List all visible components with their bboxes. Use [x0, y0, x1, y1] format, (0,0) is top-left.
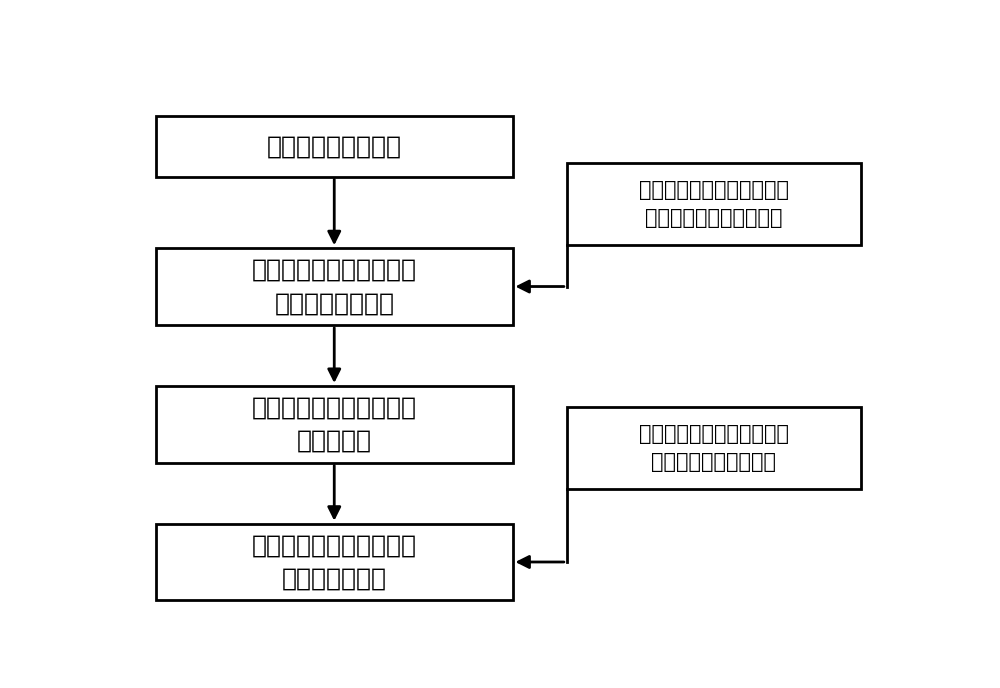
- Text: 确定待测生物体血液中的
总血红蛋白浓度: 确定待测生物体血液中的 总血红蛋白浓度: [252, 533, 417, 591]
- Text: 获取环境温度和待测生物
体表面温度: 获取环境温度和待测生物 体表面温度: [252, 396, 417, 453]
- Text: 预先确定的光声信号幅值与
血红蛋白浓度的对应关系: 预先确定的光声信号幅值与 血红蛋白浓度的对应关系: [639, 180, 789, 228]
- Bar: [156, 248, 512, 325]
- Text: 预先确定的温度与血红蛋白
浓度补偿值的对应关系: 预先确定的温度与血红蛋白 浓度补偿值的对应关系: [639, 424, 789, 472]
- Bar: [156, 386, 512, 462]
- Bar: [156, 116, 512, 177]
- Text: 获取光声信号的幅值: 获取光声信号的幅值: [267, 134, 402, 158]
- Bar: [567, 163, 861, 246]
- Bar: [567, 407, 861, 489]
- Text: 初步计算待测生物体血液
中的血红蛋白浓度: 初步计算待测生物体血液 中的血红蛋白浓度: [252, 258, 417, 315]
- Bar: [156, 524, 512, 601]
